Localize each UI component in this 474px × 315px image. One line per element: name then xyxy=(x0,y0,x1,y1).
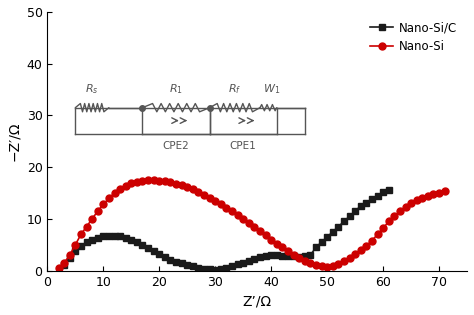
Nano-Si xyxy=(151,178,156,182)
Nano-Si/C xyxy=(112,234,118,238)
Y-axis label: −Z′/Ω: −Z′/Ω xyxy=(7,122,21,161)
Nano-Si xyxy=(392,215,397,218)
Text: $R_1$: $R_1$ xyxy=(169,83,183,96)
Nano-Si/C xyxy=(145,246,151,250)
Nano-Si/C xyxy=(235,262,240,266)
Nano-Si/C xyxy=(386,189,392,192)
Text: CPE1: CPE1 xyxy=(230,141,256,151)
Nano-Si/C xyxy=(61,264,67,267)
Nano-Si/C xyxy=(212,268,218,272)
Nano-Si xyxy=(56,266,62,270)
X-axis label: Z’/Ω: Z’/Ω xyxy=(243,294,272,308)
Line: Nano-Si: Nano-Si xyxy=(55,177,448,272)
Nano-Si/C xyxy=(73,249,78,253)
Line: Nano-Si/C: Nano-Si/C xyxy=(61,188,392,272)
Text: $R_s$: $R_s$ xyxy=(85,83,99,96)
Nano-Si xyxy=(274,242,280,246)
Nano-Si xyxy=(145,178,151,182)
Legend: Nano-Si/C, Nano-Si: Nano-Si/C, Nano-Si xyxy=(366,18,461,57)
Text: $W_1$: $W_1$ xyxy=(263,83,280,96)
Nano-Si xyxy=(106,196,112,200)
Nano-Si/C xyxy=(95,236,100,239)
Nano-Si xyxy=(386,220,392,223)
Text: CPE2: CPE2 xyxy=(163,141,190,151)
Text: $R_f$: $R_f$ xyxy=(228,83,242,96)
Nano-Si xyxy=(442,190,447,193)
Nano-Si/C xyxy=(302,254,308,258)
Nano-Si xyxy=(179,183,184,187)
